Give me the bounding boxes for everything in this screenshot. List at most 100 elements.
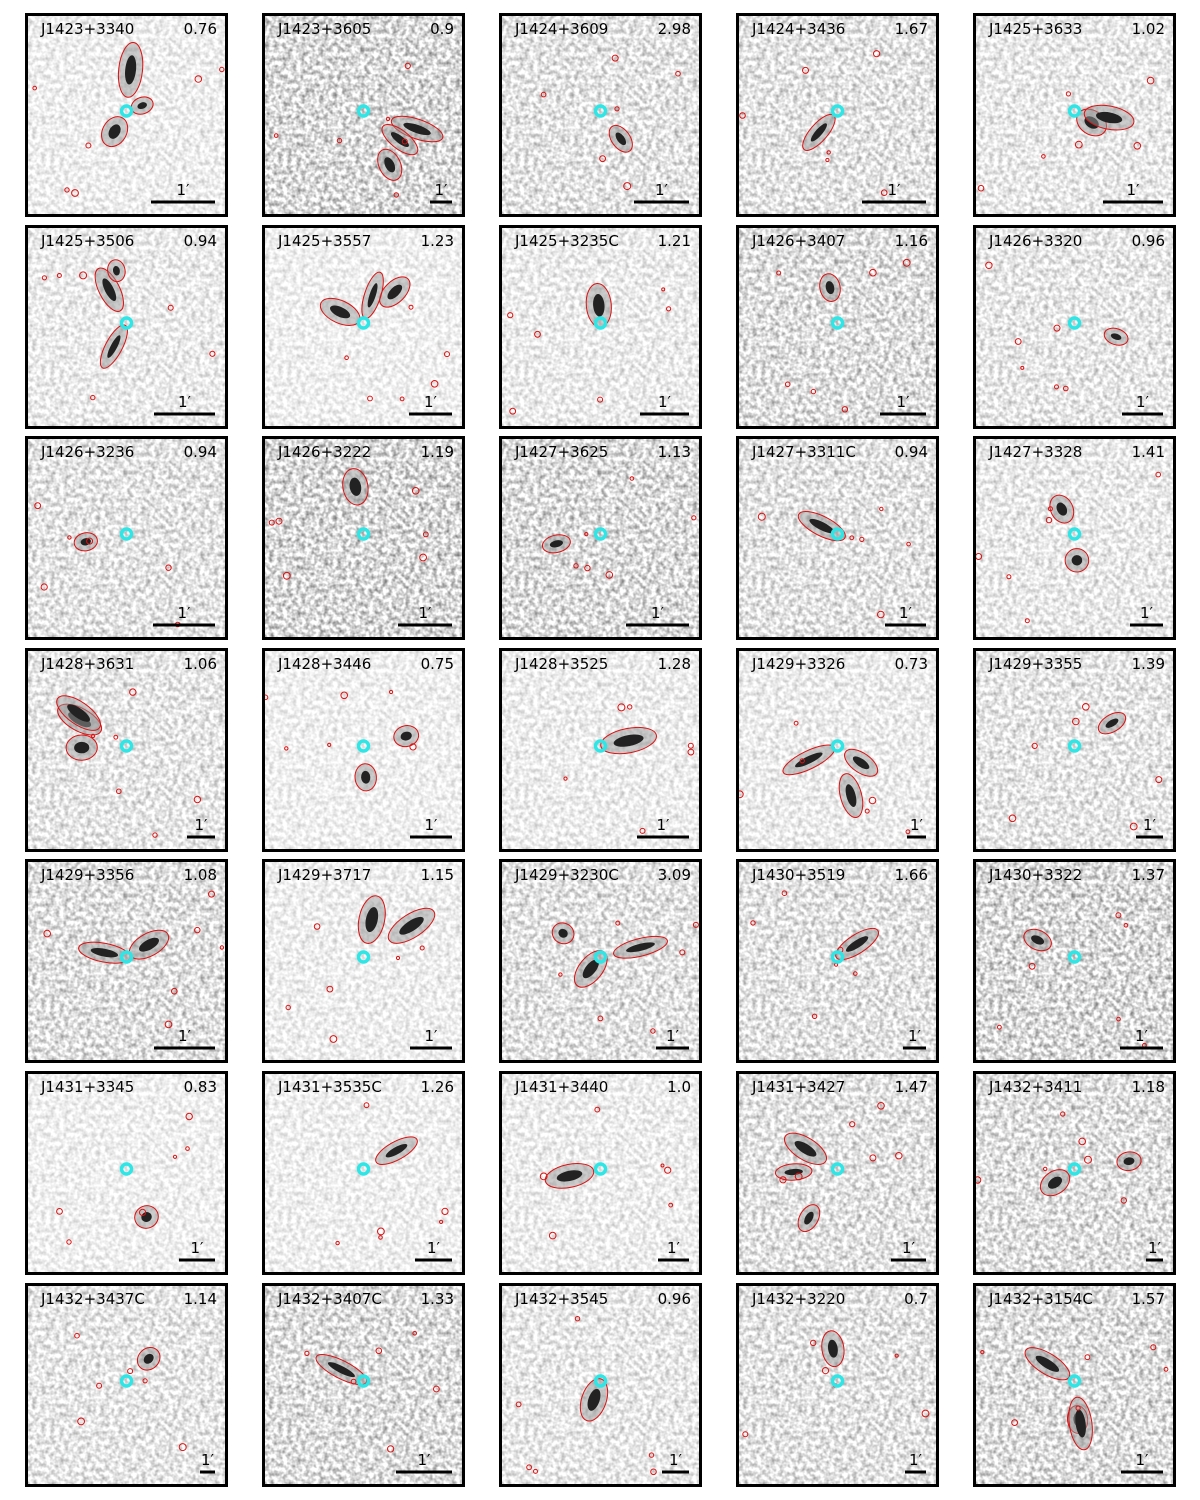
source-value: 0.96	[658, 1290, 691, 1308]
blob-core	[384, 157, 396, 173]
blob-core	[385, 1143, 408, 1158]
small-contour	[412, 1330, 417, 1336]
source-value: 0.94	[184, 443, 217, 461]
panel-image: J1429+3230C 3.09 1′	[502, 862, 699, 1061]
small-contour	[1063, 385, 1069, 391]
host-marker	[356, 315, 371, 330]
source-name: J1426+3222	[277, 443, 371, 461]
panel-image: J1429+3356 1.08 1′	[28, 862, 225, 1061]
source-blob	[613, 936, 668, 960]
small-contour	[1129, 822, 1138, 831]
small-contour	[326, 986, 334, 993]
small-contour	[389, 689, 394, 694]
source-blob	[387, 908, 436, 945]
image-panel: J1425+3506 0.94 1′	[25, 224, 228, 429]
source-value: 1.0	[667, 1078, 691, 1096]
small-contour	[387, 1444, 395, 1453]
small-contour	[1116, 1017, 1121, 1022]
scale-label: 1′	[1136, 393, 1150, 411]
source-blob	[1097, 711, 1127, 735]
small-contour	[401, 138, 408, 145]
source-value: 1.37	[1132, 866, 1165, 884]
small-contour	[976, 553, 983, 561]
image-panel: J1431+3535C 1.26 1′	[262, 1071, 465, 1275]
small-contour	[895, 1152, 903, 1160]
source-value: 0.75	[421, 655, 454, 673]
source-value: 1.28	[658, 655, 691, 673]
source-blob	[1049, 494, 1075, 524]
blob-core	[1035, 1355, 1060, 1372]
small-contour	[539, 1172, 548, 1181]
small-contour	[96, 1382, 103, 1389]
small-contour	[757, 512, 766, 521]
source-blob	[65, 734, 98, 761]
source-blob	[393, 724, 420, 747]
source-blob	[1064, 548, 1090, 573]
source-name: J1431+3535C	[277, 1078, 382, 1096]
host-marker	[830, 527, 845, 541]
image-panel: J1428+3446 0.75 1′	[262, 647, 465, 852]
small-contour	[821, 1366, 830, 1374]
small-contour	[687, 748, 695, 756]
source-value: 1.67	[895, 20, 928, 38]
host-marker	[593, 315, 608, 330]
small-contour	[208, 890, 215, 898]
small-contour	[558, 972, 563, 978]
source-name: J1424+3609	[514, 20, 608, 38]
source-blob	[107, 258, 126, 282]
small-contour	[750, 920, 756, 926]
blob-core	[125, 55, 137, 85]
image-panel: J1432+3220 0.7 1′	[736, 1282, 939, 1487]
small-contour	[615, 920, 621, 926]
blob-core	[1071, 555, 1083, 566]
small-contour	[859, 536, 865, 543]
source-blob	[551, 922, 575, 945]
source-blob	[319, 297, 361, 326]
small-contour	[409, 743, 417, 751]
blob-core	[1056, 502, 1068, 516]
source-name: J1427+3625	[514, 443, 608, 461]
panel-image: J1426+3407 1.16 1′	[739, 227, 936, 426]
small-contour	[533, 1468, 538, 1474]
host-marker	[830, 1162, 845, 1176]
small-contour	[327, 742, 332, 747]
small-contour	[56, 272, 62, 278]
host-marker	[593, 1373, 608, 1388]
panel-image: J1431+3535C 1.26 1′	[265, 1074, 462, 1272]
image-panel: J1425+3633 1.02 1′	[973, 13, 1176, 217]
small-contour	[810, 1339, 817, 1346]
panel-image: J1430+3519 1.66 1′	[739, 862, 936, 1061]
scale-label: 1′	[1140, 604, 1154, 622]
small-contour	[185, 1112, 193, 1121]
small-contour	[660, 1163, 665, 1168]
small-contour	[79, 270, 88, 279]
source-value: 1.21	[658, 232, 691, 250]
blob-core	[852, 756, 870, 770]
small-contour	[164, 1020, 173, 1029]
source-name: J1429+3356	[40, 866, 134, 884]
small-contour	[329, 1035, 338, 1044]
scale-label: 1′	[655, 181, 669, 199]
image-panel: J1431+3345 0.83 1′	[25, 1071, 228, 1275]
small-contour	[976, 1176, 982, 1184]
image-panel: J1432+3407C 1.33 1′	[262, 1282, 465, 1487]
small-contour	[336, 137, 343, 144]
small-contour	[422, 531, 429, 538]
small-contour	[1054, 383, 1059, 389]
panel-image: J1429+3326 0.73 1′	[739, 650, 936, 849]
scale-label: 1′	[419, 604, 433, 622]
blob-core	[582, 959, 599, 979]
source-blob	[844, 748, 879, 777]
panel-image: J1426+3320 0.96 1′	[976, 227, 1173, 426]
small-contour	[853, 971, 858, 977]
small-contour	[375, 1347, 383, 1354]
source-value: 0.76	[184, 20, 217, 38]
panel-image: J1424+3436 1.67 1′	[739, 16, 936, 214]
source-name: J1423+3340	[40, 20, 134, 38]
source-blob	[1116, 1151, 1142, 1172]
small-contour	[385, 116, 391, 122]
small-contour	[419, 945, 425, 951]
small-contour	[799, 757, 805, 764]
blob-core	[365, 907, 379, 933]
host-marker	[119, 527, 134, 541]
